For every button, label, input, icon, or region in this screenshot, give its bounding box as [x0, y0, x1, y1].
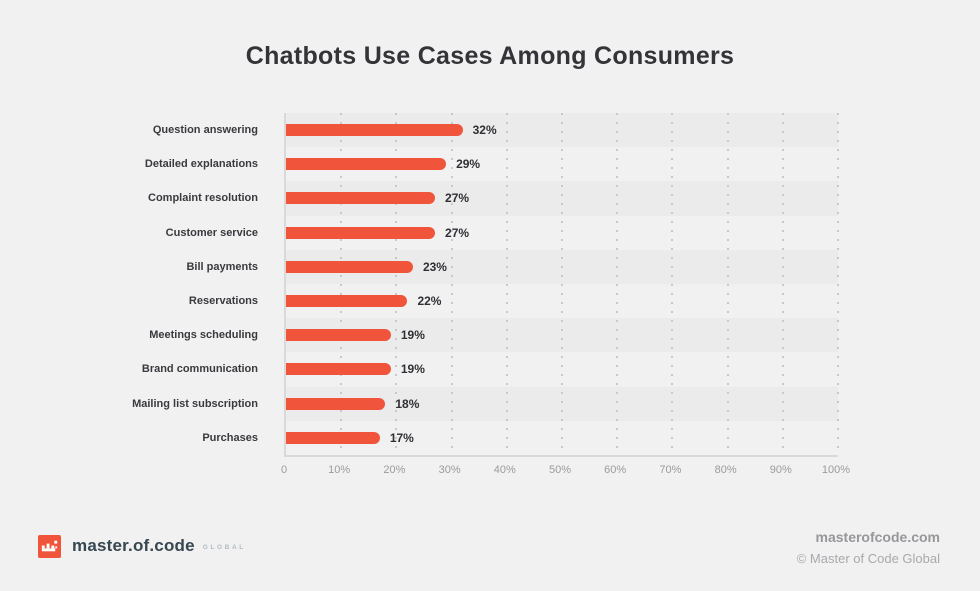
- value-label: 27%: [445, 191, 470, 206]
- category-label: Question answering: [152, 124, 258, 137]
- bar: [286, 363, 391, 376]
- bar: [286, 397, 386, 410]
- category-label: Meetings scheduling: [149, 329, 258, 342]
- x-tick-label: 40%: [493, 464, 516, 476]
- gridline: [671, 113, 674, 455]
- value-label: 17%: [389, 430, 414, 445]
- gridline: [395, 113, 398, 455]
- copyright-text: © Master of Code Global: [796, 551, 940, 566]
- website-text: masterofcode.com: [815, 529, 940, 545]
- x-tick-label: 60%: [604, 464, 627, 476]
- chart-row: Mailing list subscription 18%: [132, 387, 838, 421]
- bar: [286, 431, 380, 444]
- gridline: [726, 113, 729, 455]
- x-tick-label: 80%: [714, 464, 737, 476]
- x-tick-label: 50%: [548, 464, 572, 476]
- value-label: 19%: [400, 362, 425, 377]
- footer-logo: master.of.code GLOBAL: [38, 534, 246, 558]
- gridline: [340, 113, 343, 455]
- category-label: Bill payments: [186, 260, 258, 273]
- logo-wordmark: master.of.code: [72, 536, 195, 555]
- category-label: Brand communication: [141, 363, 258, 376]
- chart-row: Brand communication 19%: [142, 352, 838, 386]
- chart-title: Chatbots Use Cases Among Consumers: [245, 42, 735, 70]
- chart-row: Meetings scheduling 19%: [149, 318, 838, 352]
- logo-global-label: GLOBAL: [202, 543, 246, 551]
- x-tick-label: 30%: [438, 464, 461, 476]
- bar: [286, 158, 447, 171]
- plot-area: Question answering 32% Detailed explanatio…: [132, 113, 839, 457]
- category-label: Purchases: [202, 431, 258, 444]
- bar: [286, 124, 463, 137]
- gridline: [505, 113, 508, 455]
- bar: [286, 260, 413, 273]
- x-tick-label: 10%: [328, 464, 351, 476]
- bar: [286, 329, 391, 342]
- chart-row: Complaint resolution 27%: [148, 181, 838, 215]
- chart-row: Reservations 22%: [189, 284, 838, 318]
- category-label: Complaint resolution: [148, 192, 258, 205]
- x-tick-label: 100%: [821, 464, 851, 476]
- chart-row: Bill payments 23%: [186, 250, 838, 284]
- x-axis: 0 10% 20% 30% 40% 50% 60% 70% 80% 90% 100%: [280, 464, 850, 480]
- value-label: 18%: [395, 396, 420, 411]
- category-label: Reservations: [188, 295, 258, 308]
- chart-row: Customer service 27%: [166, 216, 838, 250]
- gridline: [781, 113, 784, 455]
- footer-credits: masterofcode.com © Master of Code Global: [797, 529, 940, 566]
- category-label: Detailed explanations: [144, 158, 258, 171]
- master-of-code-logo-icon: [38, 534, 61, 558]
- value-label: 32%: [472, 123, 497, 138]
- value-label: 23%: [422, 259, 447, 274]
- category-label: Customer service: [165, 226, 258, 239]
- bar: [286, 295, 408, 308]
- x-tick-label: 90%: [769, 464, 792, 476]
- bar: [286, 192, 436, 205]
- value-label: 22%: [417, 294, 442, 309]
- gridline: [616, 113, 619, 455]
- chart-row: Purchases 17%: [202, 421, 838, 455]
- gridline: [450, 113, 453, 455]
- x-tick-label: 70%: [659, 464, 682, 476]
- value-label: 19%: [400, 328, 425, 343]
- bar: [286, 226, 436, 239]
- x-tick-label: 20%: [383, 464, 406, 476]
- chart-row: Detailed explanations 29%: [145, 147, 838, 181]
- value-label: 29%: [456, 157, 481, 172]
- gridline: [561, 113, 563, 455]
- x-tick-label: 0: [280, 464, 288, 476]
- chart-row: Question answering 32%: [153, 113, 838, 147]
- category-label: Mailing list subscription: [132, 397, 258, 410]
- value-label: 27%: [445, 225, 470, 240]
- gridline: [837, 113, 839, 455]
